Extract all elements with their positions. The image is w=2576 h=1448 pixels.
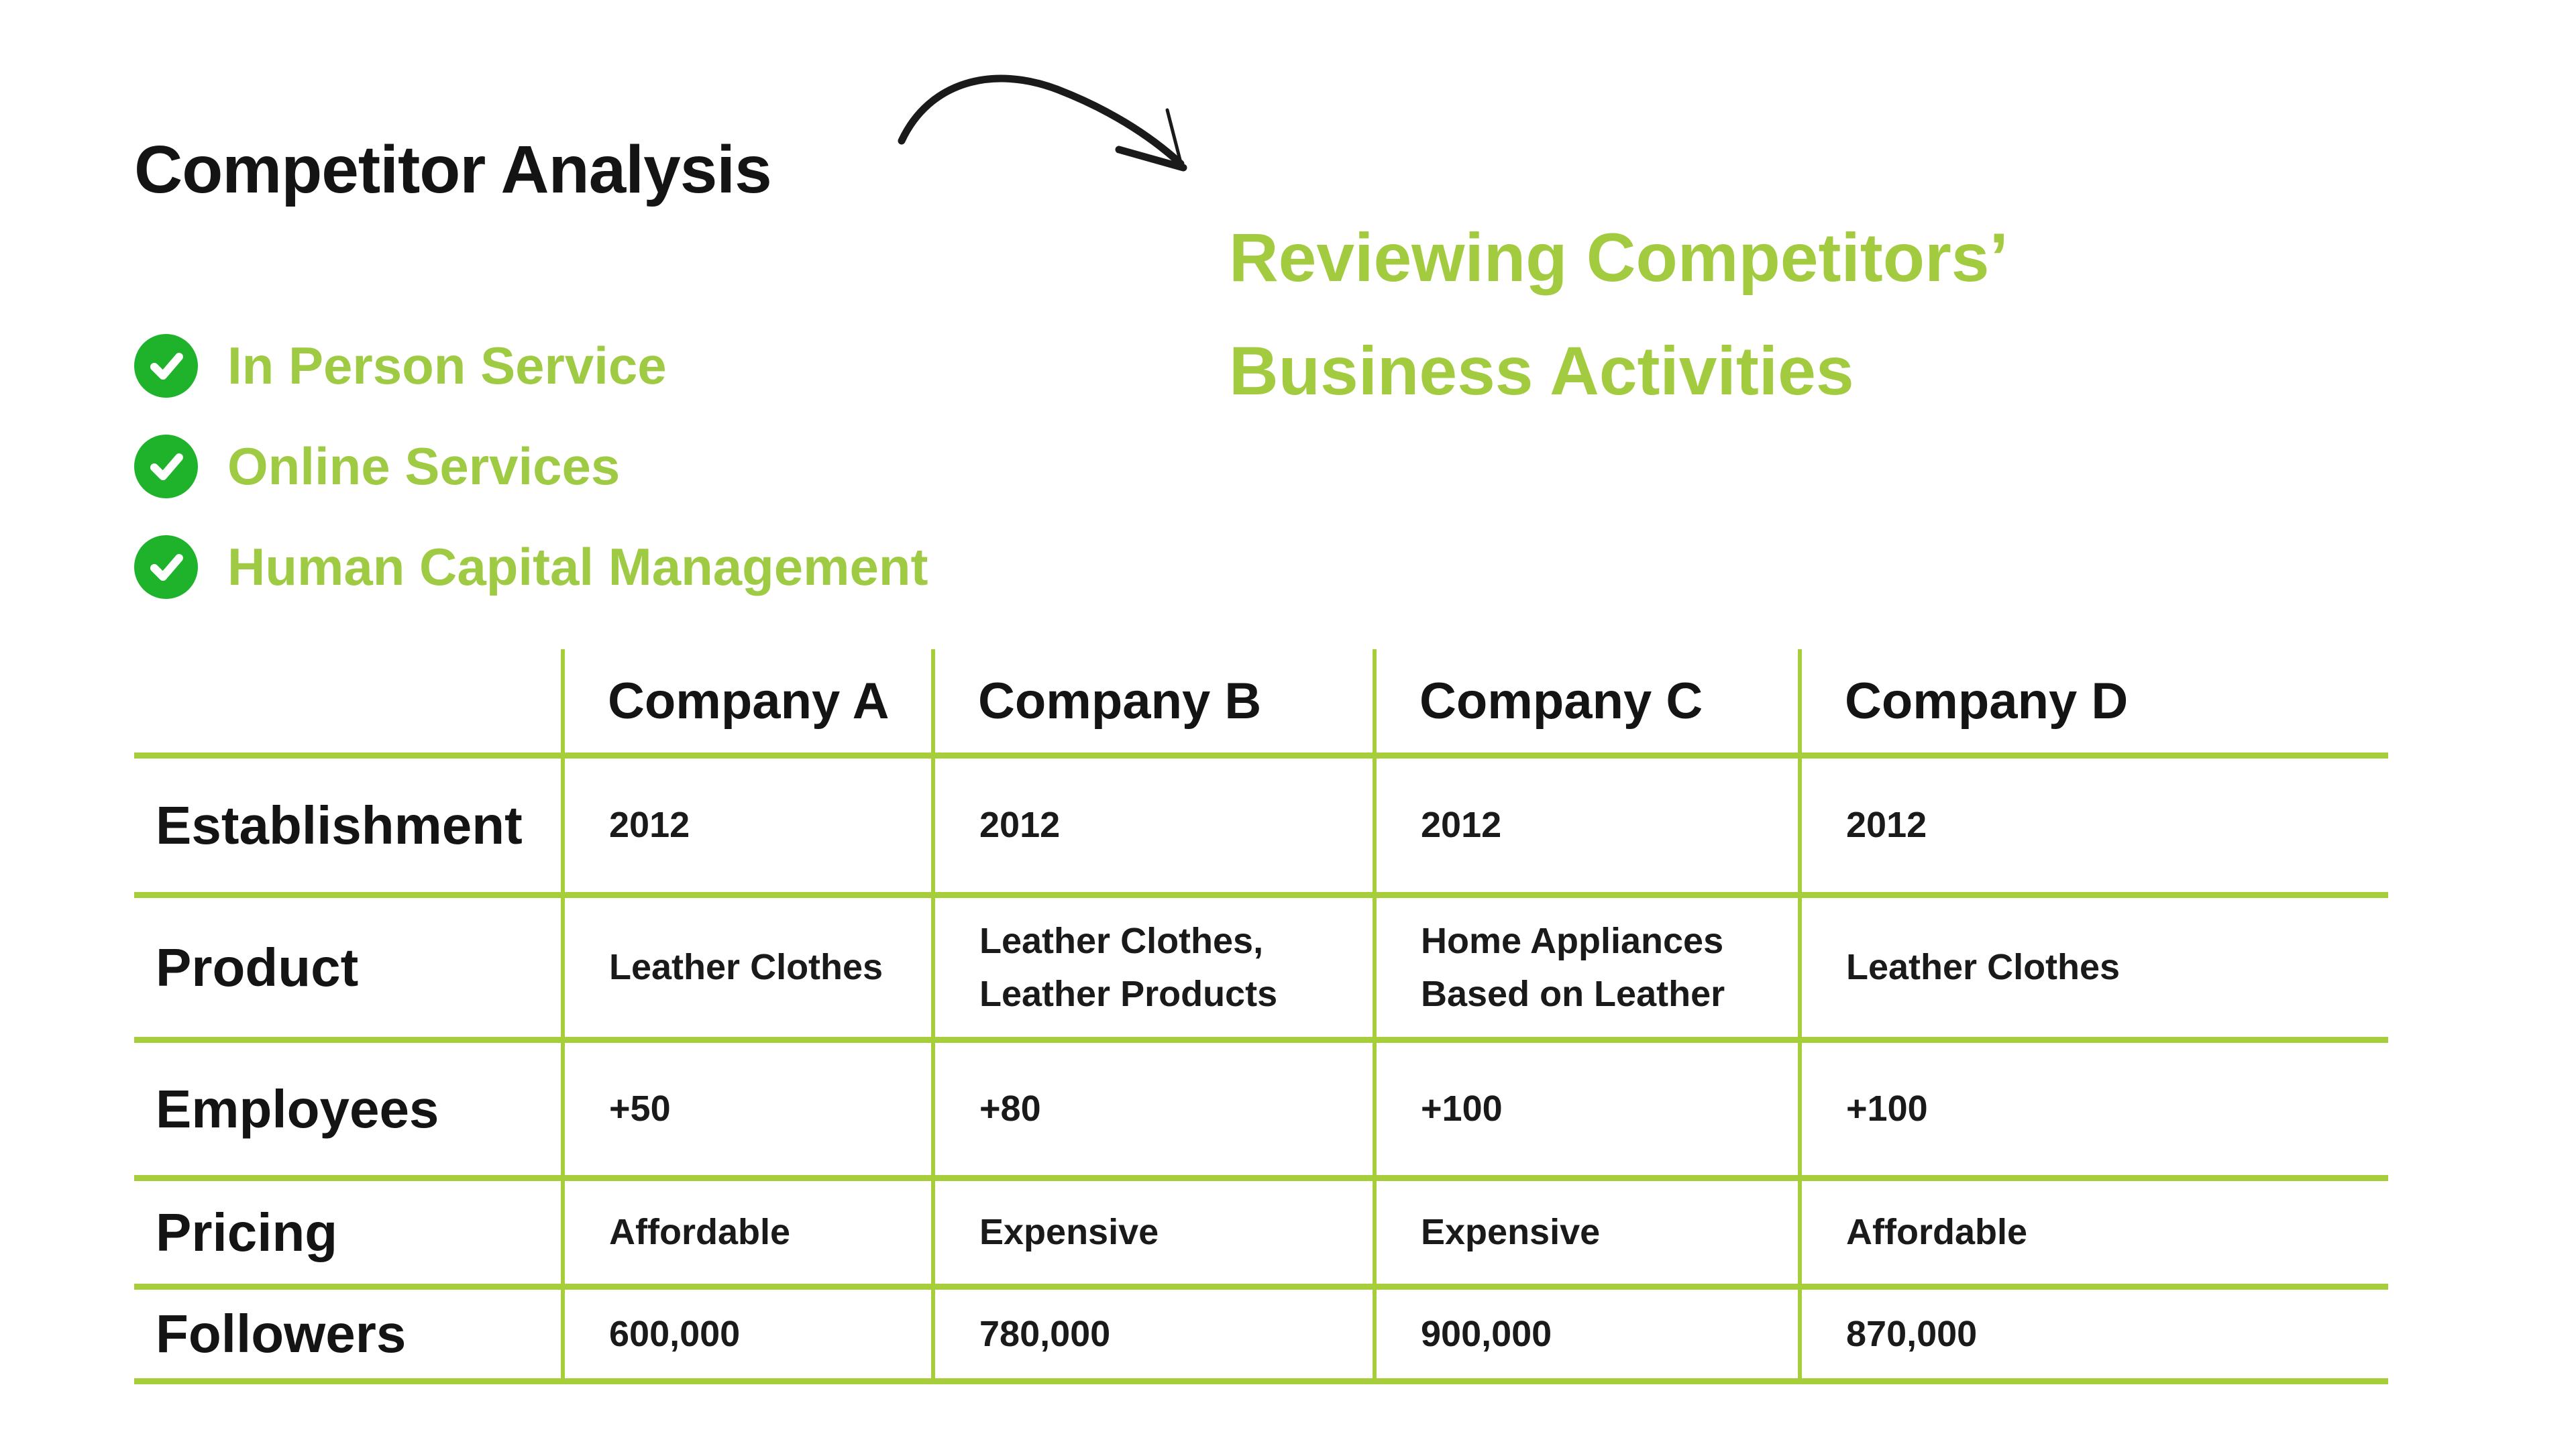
section-heading-line2: Business Activities (1229, 333, 1854, 410)
table-header-company-d: Company D (1798, 649, 2388, 753)
cell-establishment-company-c: 2012 (1373, 753, 1798, 892)
checklist-item-in-person-service: In Person Service (134, 315, 928, 416)
cell-pricing-company-a: Affordable (561, 1175, 931, 1284)
row-label-followers: Followers (134, 1284, 561, 1378)
cell-employees-company-a: +50 (561, 1037, 931, 1175)
service-checklist: In Person Service Online Services Human … (134, 315, 928, 617)
checklist-item-online-services: Online Services (134, 416, 928, 516)
row-label-product: Product (134, 892, 561, 1037)
table-header-company-b: Company B (931, 649, 1373, 753)
cell-product-company-c: Home Appliances Based on Leather (1373, 892, 1798, 1037)
cell-product-company-b: Leather Clothes, Leather Products (931, 892, 1373, 1037)
cell-product-company-a: Leather Clothes (561, 892, 931, 1037)
cell-pricing-company-b: Expensive (931, 1175, 1373, 1284)
cell-establishment-company-b: 2012 (931, 753, 1373, 892)
cell-establishment-company-a: 2012 (561, 753, 931, 892)
table-header-company-a: Company A (561, 649, 931, 753)
cell-pricing-company-d: Affordable (1798, 1175, 2388, 1284)
cell-employees-company-c: +100 (1373, 1037, 1798, 1175)
page-title: Competitor Analysis (134, 132, 772, 207)
checklist-item-human-capital-management: Human Capital Management (134, 516, 928, 617)
check-circle-icon (134, 535, 198, 599)
row-label-establishment: Establishment (134, 753, 561, 892)
row-label-pricing: Pricing (134, 1175, 561, 1284)
checklist-item-label: Human Capital Management (227, 537, 928, 596)
section-heading-line1: Reviewing Competitors’ (1229, 219, 2008, 296)
cell-followers-company-d: 870,000 (1798, 1284, 2388, 1378)
row-label-employees: Employees (134, 1037, 561, 1175)
cell-followers-company-b: 780,000 (931, 1284, 1373, 1378)
check-circle-icon (134, 333, 198, 398)
checklist-item-label: Online Services (227, 436, 621, 496)
curved-arrow-icon (898, 74, 1187, 172)
table-corner-cell (134, 649, 561, 753)
competitor-table: Company A Company B Company C Company D … (134, 649, 2388, 1384)
cell-followers-company-c: 900,000 (1373, 1284, 1798, 1378)
cell-product-company-d: Leather Clothes (1798, 892, 2388, 1037)
checklist-item-label: In Person Service (227, 335, 667, 395)
cell-employees-company-b: +80 (931, 1037, 1373, 1175)
cell-followers-company-a: 600,000 (561, 1284, 931, 1378)
cell-establishment-company-d: 2012 (1798, 753, 2388, 892)
cell-employees-company-d: +100 (1798, 1037, 2388, 1175)
cell-pricing-company-c: Expensive (1373, 1175, 1798, 1284)
check-circle-icon (134, 434, 198, 498)
section-heading: Reviewing Competitors’ Business Activiti… (1229, 201, 2336, 429)
table-header-company-c: Company C (1373, 649, 1798, 753)
